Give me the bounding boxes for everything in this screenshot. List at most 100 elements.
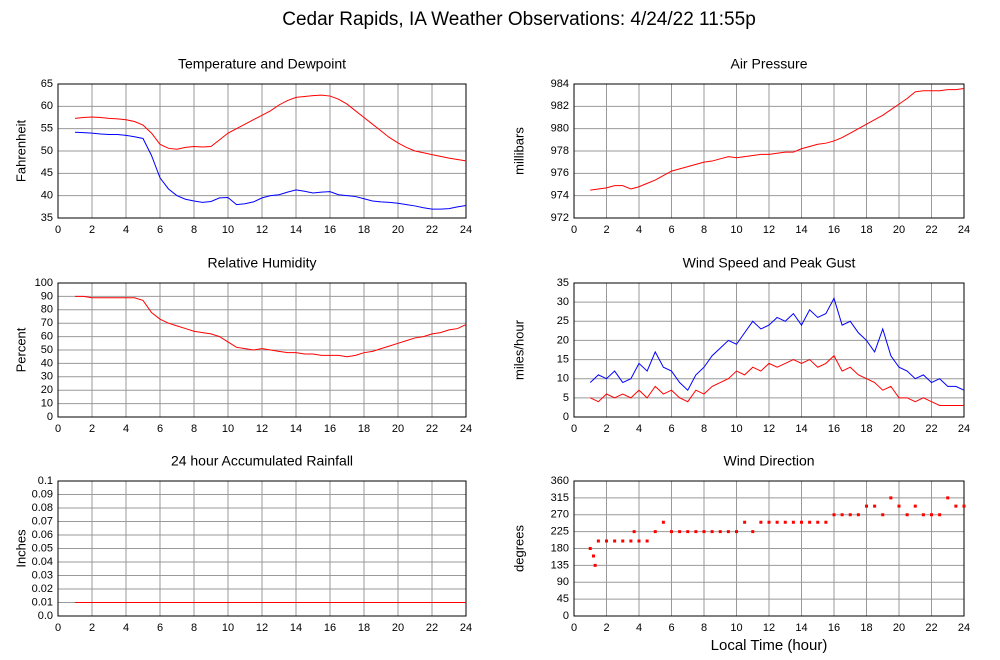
data-point (759, 520, 763, 524)
y-tick-label: 45 (557, 593, 569, 605)
data-point (702, 530, 706, 534)
x-tick-label: 2 (89, 224, 95, 236)
x-tick-label: 14 (290, 622, 302, 634)
page-title: Cedar Rapids, IA Weather Observations: 4… (282, 9, 756, 30)
x-tick-label: 8 (701, 423, 707, 435)
data-point (670, 530, 673, 534)
data-point (686, 530, 690, 534)
x-tick-label: 6 (157, 423, 163, 435)
y-tick-label: 0.07 (32, 515, 53, 527)
data-point (767, 520, 771, 524)
x-tick-label: 6 (157, 224, 163, 236)
x-tick-label: 0 (571, 622, 577, 634)
y-axis-label: Fahrenheit (13, 120, 28, 183)
data-point (954, 504, 958, 508)
y-tick-label: 70 (41, 317, 53, 329)
y-tick-label: 90 (41, 290, 53, 302)
y-tick-label: 10 (557, 373, 569, 385)
x-tick-label: 18 (860, 622, 872, 634)
plot-frame (573, 282, 965, 418)
data-point (592, 554, 595, 558)
y-tick-label: 180 (551, 542, 569, 554)
x-tick-label: 8 (701, 622, 707, 634)
y-tick-label: 0.0 (38, 610, 53, 622)
x-tick-label: 18 (358, 423, 370, 435)
chart-title: Temperature and Dewpoint (178, 56, 346, 72)
x-tick-label: 20 (893, 622, 905, 634)
y-tick-label: 55 (41, 123, 53, 135)
y-tick-label: 65 (41, 78, 53, 90)
data-point (913, 504, 917, 508)
y-tick-label: 90 (557, 576, 569, 588)
x-tick-label: 12 (763, 622, 775, 634)
data-point (710, 530, 714, 534)
plot-frame (573, 83, 965, 219)
data-line (590, 87, 965, 191)
plot-frame (573, 480, 965, 617)
y-tick-label: 984 (551, 78, 569, 90)
x-tick-label: 6 (668, 224, 674, 236)
data-point (726, 530, 730, 534)
x-tick-label: 16 (828, 622, 840, 634)
x-tick-label: 10 (730, 423, 742, 435)
x-tick-label: 14 (290, 224, 302, 236)
x-tick-label: 4 (636, 622, 642, 634)
data-point (661, 520, 665, 524)
x-tick-label: 14 (795, 224, 807, 236)
y-tick-label: 60 (41, 331, 53, 343)
plot-frame (57, 282, 467, 418)
data-point (783, 520, 787, 524)
x-tick-label: 10 (222, 622, 234, 634)
x-tick-label: 18 (860, 224, 872, 236)
x-tick-label: 24 (958, 423, 970, 435)
y-tick-label: 0 (563, 610, 569, 622)
plot-frame (57, 83, 467, 219)
x-tick-label: 10 (222, 423, 234, 435)
data-point (856, 513, 860, 517)
x-tick-label: 4 (636, 224, 642, 236)
x-tick-label: 22 (426, 423, 438, 435)
chart-title: Relative Humidity (208, 255, 317, 271)
data-point (743, 520, 747, 524)
y-tick-label: 20 (41, 384, 53, 396)
y-tick-label: 5 (563, 392, 569, 404)
chart-title: Wind Direction (723, 453, 814, 469)
y-tick-label: 0.02 (32, 583, 53, 595)
data-point (735, 530, 738, 534)
y-tick-label: 15 (557, 353, 569, 365)
data-point (694, 530, 698, 534)
x-tick-label: 24 (958, 224, 970, 236)
x-tick-label: 2 (603, 423, 609, 435)
y-tick-label: 0 (47, 411, 53, 423)
y-tick-label: 30 (557, 296, 569, 308)
x-tick-label: 12 (763, 423, 775, 435)
data-point (605, 539, 608, 543)
y-tick-label: 20 (557, 334, 569, 346)
x-tick-label: 20 (893, 224, 905, 236)
x-tick-label: 8 (191, 224, 197, 236)
data-point (897, 504, 901, 508)
x-tick-label: 24 (958, 622, 970, 634)
x-tick-label: 22 (426, 224, 438, 236)
y-tick-label: 225 (551, 526, 569, 538)
y-tick-label: 974 (551, 190, 569, 202)
y-tick-label: 270 (551, 509, 569, 521)
y-tick-label: 80 (41, 304, 53, 316)
x-tick-label: 20 (392, 423, 404, 435)
data-point (921, 513, 925, 517)
data-point (865, 504, 868, 508)
x-tick-label: 4 (123, 224, 129, 236)
data-point (629, 539, 633, 543)
x-tick-label: 24 (460, 224, 472, 236)
x-tick-label: 4 (123, 622, 129, 634)
y-tick-label: 978 (551, 145, 569, 157)
y-tick-label: 976 (551, 167, 569, 179)
data-point (678, 530, 682, 534)
data-point (653, 530, 657, 534)
y-tick-label: 0.06 (32, 529, 53, 541)
data-point (824, 520, 828, 524)
y-tick-label: 972 (551, 212, 569, 224)
y-tick-label: 0.08 (32, 502, 53, 514)
x-tick-label: 8 (701, 224, 707, 236)
